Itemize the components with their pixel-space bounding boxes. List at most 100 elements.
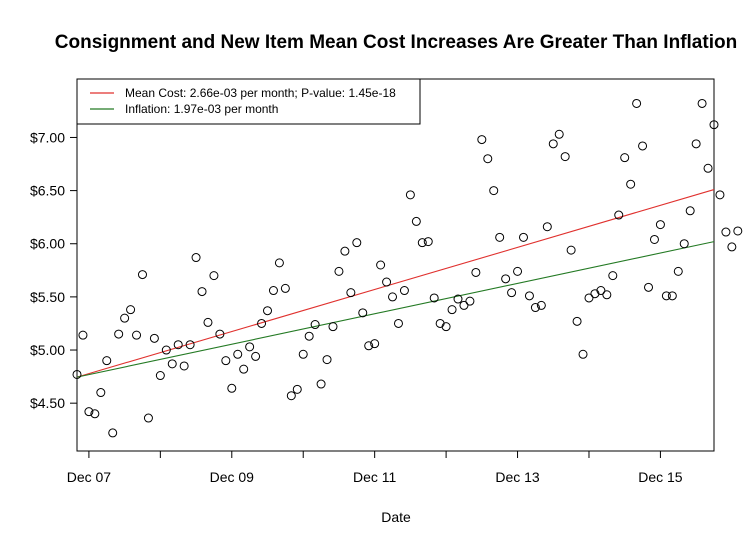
data-point bbox=[572, 316, 582, 326]
trend-line bbox=[76, 241, 715, 378]
data-point bbox=[185, 340, 195, 350]
data-point bbox=[465, 296, 475, 306]
data-point bbox=[274, 258, 284, 268]
data-point bbox=[102, 356, 112, 366]
data-point bbox=[316, 379, 326, 389]
data-point bbox=[447, 305, 457, 315]
data-point bbox=[137, 270, 147, 280]
data-point bbox=[221, 356, 231, 366]
data-point bbox=[518, 232, 528, 242]
data-point bbox=[661, 291, 671, 301]
data-point bbox=[501, 274, 511, 284]
data-point bbox=[203, 317, 213, 327]
data-point bbox=[429, 293, 439, 303]
data-point bbox=[280, 283, 290, 293]
data-point bbox=[376, 260, 386, 270]
data-point bbox=[453, 294, 463, 304]
data-point bbox=[423, 237, 433, 247]
data-point bbox=[78, 330, 88, 340]
data-point bbox=[584, 293, 594, 303]
data-point bbox=[649, 234, 659, 244]
data-point bbox=[548, 139, 558, 149]
plot-area-frame bbox=[76, 78, 715, 452]
data-point bbox=[405, 190, 415, 200]
x-axis-label: Date bbox=[381, 509, 411, 525]
data-point bbox=[489, 186, 499, 196]
legend-label: Mean Cost: 2.66e-03 per month; P-value: … bbox=[125, 86, 396, 100]
x-tick-label: Dec 07 bbox=[67, 469, 112, 485]
data-point bbox=[149, 333, 159, 343]
data-point bbox=[322, 355, 332, 365]
y-tick-label: $5.00 bbox=[30, 342, 65, 358]
data-point bbox=[132, 330, 142, 340]
data-point bbox=[697, 98, 707, 108]
trend-lines bbox=[76, 189, 715, 378]
data-point bbox=[72, 369, 82, 379]
y-axis: $4.50 $5.00 $5.50 $6.00 $6.50 $7.00 bbox=[30, 129, 77, 411]
data-point bbox=[257, 318, 267, 328]
data-point bbox=[167, 359, 177, 369]
data-point bbox=[173, 340, 183, 350]
data-point bbox=[542, 222, 552, 232]
chart-title: Consignment and New Item Mean Cost Incre… bbox=[55, 32, 737, 53]
data-point bbox=[268, 286, 278, 296]
data-point bbox=[608, 271, 618, 281]
data-point bbox=[417, 238, 427, 248]
y-tick-label: $6.00 bbox=[30, 236, 65, 252]
legend-box bbox=[76, 78, 421, 125]
data-point bbox=[304, 331, 314, 341]
data-point bbox=[727, 242, 737, 252]
data-point bbox=[328, 322, 338, 332]
x-tick-label: Dec 15 bbox=[638, 469, 683, 485]
data-point bbox=[334, 266, 344, 276]
data-point bbox=[245, 342, 255, 352]
data-point bbox=[126, 305, 136, 315]
y-tick-label: $7.00 bbox=[30, 129, 65, 145]
data-point bbox=[530, 303, 540, 313]
x-tick-label: Dec 13 bbox=[495, 469, 540, 485]
data-point bbox=[310, 320, 320, 330]
data-point bbox=[733, 226, 743, 236]
data-point bbox=[215, 329, 225, 339]
data-point bbox=[441, 322, 451, 332]
data-point bbox=[638, 141, 648, 151]
y-tick-label: $6.50 bbox=[30, 183, 65, 199]
data-point bbox=[566, 245, 576, 255]
data-point bbox=[477, 135, 487, 145]
x-tick-label: Dec 11 bbox=[353, 469, 397, 485]
data-point bbox=[364, 341, 374, 351]
data-point bbox=[340, 246, 350, 256]
data-point bbox=[560, 152, 570, 162]
data-point bbox=[292, 384, 302, 394]
data-point bbox=[233, 349, 243, 359]
x-axis: Dec 07 Dec 09 Dec 11 Dec 13 Dec 15 bbox=[67, 451, 683, 485]
data-point bbox=[620, 153, 630, 163]
data-point bbox=[399, 286, 409, 296]
data-point bbox=[471, 267, 481, 277]
data-point bbox=[239, 364, 249, 374]
data-point bbox=[84, 407, 94, 417]
x-tick-label: Dec 09 bbox=[210, 469, 255, 485]
data-point bbox=[667, 291, 677, 301]
data-point bbox=[263, 306, 273, 316]
legend: Mean Cost: 2.66e-03 per month; P-value: … bbox=[76, 78, 421, 125]
data-point bbox=[715, 190, 725, 200]
y-tick-label: $5.50 bbox=[30, 289, 65, 305]
data-point bbox=[596, 286, 606, 296]
data-point bbox=[703, 163, 713, 173]
data-point bbox=[298, 349, 308, 359]
data-point bbox=[346, 288, 356, 298]
data-point bbox=[108, 428, 118, 438]
data-point bbox=[161, 345, 171, 355]
data-point bbox=[507, 288, 517, 298]
data-point bbox=[495, 232, 505, 242]
data-point bbox=[721, 227, 731, 237]
data-point bbox=[179, 361, 189, 371]
data-point bbox=[251, 351, 261, 361]
data-point bbox=[370, 339, 380, 349]
data-point bbox=[614, 210, 624, 220]
data-point bbox=[191, 253, 201, 263]
data-point bbox=[578, 349, 588, 359]
data-point bbox=[685, 206, 695, 216]
data-point bbox=[626, 179, 636, 189]
